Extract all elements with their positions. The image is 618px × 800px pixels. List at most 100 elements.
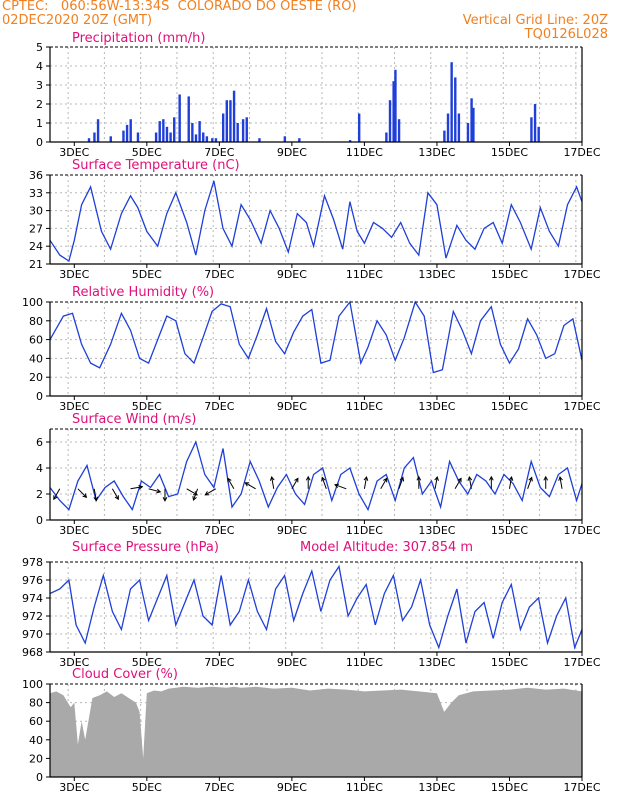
wind-arrow [291, 478, 299, 490]
y-tick-label: 80 [29, 315, 43, 328]
wind-arrow [527, 477, 533, 489]
wind-arrow-head [204, 491, 210, 496]
x-tick-label: 15DEC [491, 146, 528, 159]
x-tick-label: 9DEC [277, 781, 307, 794]
wind-arrow-head [383, 477, 388, 483]
y-tick-label: 978 [22, 556, 43, 569]
wind-arrow [130, 486, 143, 490]
x-tick-label: 17DEC [563, 146, 600, 159]
wind-arrow-head [138, 484, 144, 490]
x-tick-label: 7DEC [204, 524, 234, 537]
precip-bar [394, 69, 397, 142]
precip-bar [236, 123, 239, 142]
precip-bar [96, 119, 100, 142]
y-tick-label: 6 [36, 436, 43, 449]
x-tick-label: 11DEC [346, 268, 383, 281]
precip-bar [472, 107, 475, 142]
precip-bar [211, 138, 214, 142]
chart-title: Cloud Cover (%) [72, 667, 178, 682]
wind-arrow [363, 476, 367, 489]
wind-arrow-head [399, 476, 405, 482]
precip-bar [533, 104, 537, 142]
precip-bar [194, 134, 198, 142]
wind-arrow-head [294, 477, 299, 483]
y-tick-label: 100 [22, 296, 43, 309]
x-tick-label: 7DEC [204, 268, 234, 281]
wind-arrow [244, 482, 256, 490]
header-grid-line: Vertical Grid Line: 20Z [462, 13, 608, 28]
precip-bar [169, 132, 172, 142]
wind-arrow [77, 488, 87, 498]
precip-bar [125, 124, 129, 142]
precip-bar [454, 77, 457, 142]
panel-4: 968 970 972 974 976 978 3DEC 5DEC 7DEC 9DEC 11DEC 1… [22, 540, 601, 669]
wind-arrow [271, 476, 275, 489]
x-tick-label: 3DEC [59, 656, 89, 669]
y-tick-label: 80 [29, 697, 43, 710]
wind-arrow [111, 488, 119, 500]
wind-arrow-head [434, 475, 439, 481]
x-tick-label: 5DEC [132, 268, 162, 281]
wind-arrow [193, 488, 199, 501]
precip-bar [173, 117, 176, 142]
x-tick-label: 11DEC [346, 656, 383, 669]
x-tick-label: 15DEC [491, 524, 528, 537]
precip-bar [158, 121, 161, 142]
wind-arrow [468, 476, 472, 489]
wind-arrow-head [192, 496, 197, 502]
precip-bar [122, 130, 125, 142]
x-tick-label: 5DEC [132, 656, 162, 669]
y-tick-label: 40 [29, 352, 43, 365]
series-line [49, 564, 583, 650]
precip-bar [87, 138, 91, 142]
wind-arrow [454, 478, 462, 490]
x-tick-label: 7DEC [204, 400, 234, 413]
x-tick-label: 13DEC [418, 268, 455, 281]
x-tick-label: 13DEC [418, 524, 455, 537]
y-tick-label: 100 [22, 678, 43, 691]
wind-arrow [321, 477, 327, 489]
x-tick-label: 15DEC [491, 400, 528, 413]
precip-bar [258, 138, 261, 142]
wind-arrow-head [244, 482, 250, 487]
x-tick-label: 7DEC [204, 146, 234, 159]
y-tick-label: 972 [22, 610, 43, 623]
x-tick-label: 15DEC [491, 656, 528, 669]
y-tick-label: 0 [36, 514, 43, 527]
wind-arrow-head [457, 477, 462, 483]
precip-bar [198, 121, 201, 142]
y-tick-label: 33 [29, 187, 43, 200]
y-tick-label: 36 [29, 169, 43, 182]
x-tick-label: 9DEC [277, 400, 307, 413]
panel-5: 0 20 40 60 80 100 3DEC 5DEC 7DEC 9DEC 11DEC 13DEC 15… [22, 667, 601, 794]
y-tick-label: 5 [36, 41, 43, 54]
wind-arrow-head [53, 495, 58, 501]
precip-bar [397, 119, 401, 142]
panel-0: 0 1 2 3 4 5 3DEC 5DEC 7DEC 9DEC 11DEC 13DEC 15DEC 17D… [36, 31, 601, 159]
wind-arrow-head [467, 475, 473, 481]
header-datetime: 02DEC2020 20Z (GMT) [2, 13, 153, 28]
series-line [49, 180, 583, 263]
precip-bar [191, 123, 194, 142]
wind-arrow-head [82, 493, 88, 499]
wind-arrow [508, 476, 513, 489]
precip-bar [229, 100, 232, 142]
x-tick-label: 13DEC [418, 781, 455, 794]
x-tick-label: 11DEC [346, 400, 383, 413]
wind-arrow-head [363, 475, 369, 481]
precip-bar [357, 113, 361, 142]
precip-bar [165, 126, 169, 142]
x-tick-label: 3DEC [59, 524, 89, 537]
precip-bar [221, 113, 225, 142]
wind-arrow [434, 476, 438, 489]
x-tick-label: 13DEC [418, 656, 455, 669]
precip-bar [298, 138, 301, 142]
wind-arrow-head [558, 475, 563, 481]
x-tick-label: 13DEC [418, 400, 455, 413]
y-tick-label: 20 [29, 371, 43, 384]
x-tick-label: 3DEC [59, 400, 89, 413]
chart-title: Surface Wind (m/s) [72, 412, 196, 427]
precip-bar [154, 132, 158, 142]
precip-bar [446, 113, 450, 142]
